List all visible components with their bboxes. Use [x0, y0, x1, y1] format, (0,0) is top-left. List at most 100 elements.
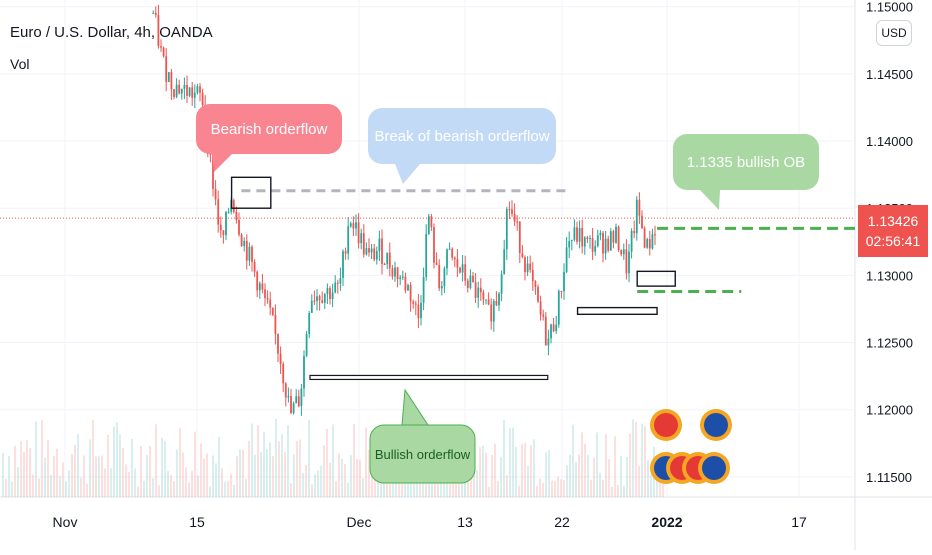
volume-bar — [251, 423, 253, 497]
volume-bar — [548, 450, 550, 497]
volume-bar — [371, 462, 373, 497]
callout-box[interactable] — [196, 104, 342, 154]
volume-bar — [11, 481, 13, 497]
candle-body — [625, 249, 628, 274]
volume-bar — [35, 421, 37, 497]
volume-bar — [113, 426, 115, 497]
candle-body — [180, 88, 183, 94]
volume-bar — [389, 480, 391, 497]
candle-body — [414, 303, 417, 305]
volume-bar — [170, 475, 172, 497]
candle-body — [347, 226, 350, 254]
symbol-legend[interactable]: Euro / U.S. Dollar, 4h, OANDA — [10, 24, 213, 41]
volume-bar — [551, 480, 553, 497]
candle-body — [373, 248, 376, 260]
currency-button[interactable]: USD — [876, 20, 912, 46]
volume-bar — [32, 474, 34, 497]
level-black-line[interactable] — [309, 374, 549, 381]
volume-bar — [611, 486, 613, 497]
volume-bar — [104, 468, 106, 497]
zone-bullish-ob-lower[interactable] — [576, 306, 658, 316]
callout-box[interactable] — [368, 108, 556, 164]
volume-bar — [296, 440, 298, 497]
volume-bar — [278, 441, 280, 497]
candle-body — [357, 222, 360, 244]
candle-body — [557, 290, 560, 325]
volume-bar — [74, 444, 76, 497]
candle-body — [425, 233, 428, 278]
volume-bar — [458, 483, 460, 497]
candle-body — [461, 264, 464, 273]
x-tick-label: 15 — [189, 514, 205, 530]
volume-bar — [89, 439, 91, 497]
candle-body — [342, 251, 344, 278]
volume-bar — [536, 486, 538, 497]
volume-bar — [335, 481, 337, 497]
candle-body — [438, 265, 441, 289]
eu-flag-icon[interactable] — [704, 413, 728, 437]
candle-body — [388, 252, 391, 269]
volume-bar — [152, 478, 154, 497]
callout-box[interactable] — [369, 424, 476, 484]
volume-bar — [191, 470, 193, 497]
volume-bar — [269, 442, 271, 497]
candle-body — [568, 241, 571, 248]
candle-body — [576, 227, 578, 242]
volume-bar — [83, 455, 85, 497]
candle-body — [227, 211, 230, 213]
zone-bullish-ob-upper[interactable] — [636, 270, 676, 287]
volume-bar — [560, 479, 562, 497]
candle-body — [305, 334, 308, 356]
volume-bar — [71, 454, 73, 497]
volume-bar — [503, 419, 505, 497]
candle-body — [152, 12, 155, 14]
candle-body — [615, 226, 617, 243]
volume-bar — [230, 473, 232, 497]
volume-bar — [41, 420, 43, 497]
candle-body — [212, 154, 214, 189]
candle-body — [511, 209, 513, 215]
volume-bar — [5, 478, 7, 497]
volume-bar — [62, 462, 64, 497]
volume-bar — [617, 484, 619, 497]
candle-body — [323, 294, 326, 303]
volume-bar — [116, 422, 118, 497]
candle-body — [188, 87, 191, 96]
candle-body — [318, 296, 321, 301]
candle-body — [620, 249, 623, 255]
candle-body — [537, 286, 539, 302]
volume-bar — [20, 440, 22, 497]
candle-body — [381, 238, 383, 265]
candle-body — [534, 281, 537, 287]
volume-bar — [38, 478, 40, 497]
candle-body — [243, 240, 246, 247]
candle-body — [609, 231, 612, 251]
volume-bar — [302, 472, 304, 497]
volume-bar — [482, 445, 484, 497]
zone-bearish-ob[interactable] — [230, 176, 272, 209]
volume-bar — [599, 472, 601, 497]
candle-body — [448, 248, 451, 250]
candle-body — [310, 300, 313, 313]
volume-bar — [569, 454, 571, 497]
volume-bar — [512, 427, 514, 497]
volume-bar — [146, 455, 148, 497]
candle-body — [503, 249, 506, 275]
volume-bar — [326, 428, 328, 497]
volume-bar — [68, 470, 70, 497]
volume-bar — [263, 431, 265, 497]
candle-body — [170, 72, 173, 90]
volume-bar — [620, 455, 622, 497]
volume-bar — [350, 455, 352, 497]
candle-body — [209, 153, 212, 155]
volume-bar — [284, 451, 286, 497]
volume-indicator-label[interactable]: Vol — [10, 56, 30, 72]
callout-box[interactable] — [673, 134, 819, 190]
volume-bar — [647, 460, 649, 497]
us-flag-icon[interactable] — [654, 413, 678, 437]
candle-body — [368, 248, 370, 253]
candle-body — [573, 227, 576, 240]
candle-body — [446, 249, 448, 269]
eu-flag-icon[interactable] — [702, 456, 726, 480]
